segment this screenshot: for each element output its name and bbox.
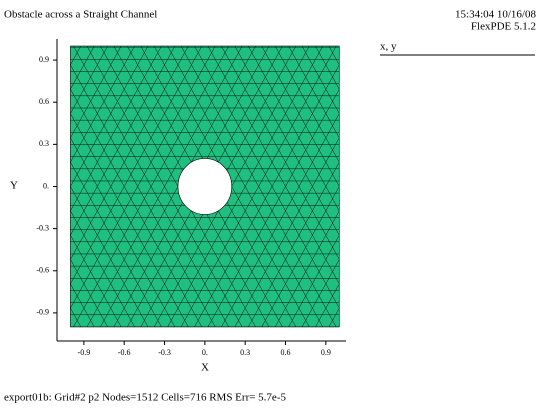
y-tick-label: -0.3 [36,223,49,232]
x-tick-label: -0.3 [158,348,171,357]
mesh-edge [346,4,544,369]
mesh-edge [480,4,544,369]
mesh-edge [288,46,340,139]
x-tick-label: -0.9 [78,348,91,357]
mesh-edge [494,4,544,369]
mesh-edge [0,4,10,369]
mesh-edge [467,4,544,369]
x-tick-label: 0.6 [281,348,291,357]
mesh-edge [480,4,544,369]
y-tick-label: 0. [43,181,49,190]
x-tick-label: 0. [202,348,208,357]
mesh-edge [332,4,534,369]
y-tick-label: 0.9 [39,55,49,64]
timestamp: 15:34:04 10/16/08 [455,9,536,21]
region-border [70,45,340,328]
x-tick-label: 0.3 [240,348,250,357]
mesh-edge [332,4,534,369]
mesh-edge [373,4,544,369]
mesh-edge [301,46,340,114]
version: FlexPDE 5.1.2 [471,21,536,33]
mesh-edge [288,234,340,327]
mesh-edge [346,4,544,369]
mesh-edge [315,46,340,90]
mesh-edge [359,4,544,369]
mesh-edge [427,4,544,369]
mesh [0,4,544,369]
y-tick-label: 0.3 [39,139,49,148]
mesh-edge [194,46,340,309]
y-tick-label: 0.6 [39,97,49,106]
footer: export01b: Grid#2 p2 Nodes=1512 Cells=71… [4,392,286,404]
mesh-edge [0,4,10,369]
mesh-edge [301,259,340,327]
x-axis-label: X [201,362,209,374]
obstacle [177,158,233,215]
mesh-edge [453,4,544,369]
mesh-edge [427,4,544,369]
mesh-edge [413,4,544,369]
mesh-edge [386,4,544,369]
mesh-edge [467,4,544,369]
mesh-edge [274,46,340,163]
mesh-edge [207,46,340,285]
mesh-edge [400,4,544,369]
mesh-edge [247,46,340,212]
mesh-edge [373,4,544,369]
y-tick-label: -0.9 [36,308,49,317]
title: Obstacle across a Straight Channel [4,9,157,21]
mesh-edge [453,4,544,369]
mesh-edge [0,4,37,369]
mesh-edge [234,46,340,236]
mesh-edge [0,4,37,369]
y-axis-label: Y [10,180,18,192]
mesh-edge [440,4,544,369]
x-tick-label: 0.9 [321,348,331,357]
mesh-edge [494,4,544,369]
x-tick-label: -0.6 [118,348,131,357]
mesh-edge [315,283,340,327]
mesh-edge [359,4,544,369]
mesh-edge [413,4,544,369]
mesh-edge [221,46,340,260]
mesh-edge [400,4,544,369]
legend-label: x, y [380,41,397,53]
mesh-edge [386,4,544,369]
mesh-edge [319,4,521,369]
mesh-edge [440,4,544,369]
y-tick-label: -0.6 [36,266,49,275]
mesh-edge [274,210,340,327]
mesh-edge [319,4,521,369]
